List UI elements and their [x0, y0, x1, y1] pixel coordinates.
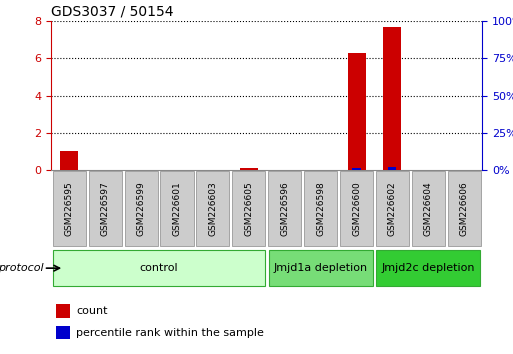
Text: protocol: protocol [0, 263, 44, 273]
Bar [55, 304, 70, 318]
Text: GSM226598: GSM226598 [316, 182, 325, 236]
Bar [388, 167, 397, 170]
Text: count: count [76, 306, 108, 316]
Text: GSM226603: GSM226603 [208, 182, 218, 236]
Bar [60, 152, 78, 170]
FancyBboxPatch shape [125, 171, 157, 246]
Text: GSM226596: GSM226596 [280, 182, 289, 236]
Text: Jmjd2c depletion: Jmjd2c depletion [382, 263, 475, 273]
Text: control: control [140, 263, 179, 273]
Text: GDS3037 / 50154: GDS3037 / 50154 [51, 5, 174, 19]
Bar [347, 53, 365, 170]
FancyBboxPatch shape [448, 171, 481, 246]
Text: GSM226602: GSM226602 [388, 182, 397, 236]
FancyBboxPatch shape [340, 171, 373, 246]
FancyBboxPatch shape [376, 250, 480, 286]
FancyBboxPatch shape [304, 171, 337, 246]
FancyBboxPatch shape [89, 171, 122, 246]
Text: Jmjd1a depletion: Jmjd1a depletion [273, 263, 368, 273]
Bar [240, 168, 258, 170]
Text: GSM226605: GSM226605 [244, 182, 253, 236]
Bar [383, 27, 401, 170]
FancyBboxPatch shape [196, 171, 229, 246]
FancyBboxPatch shape [268, 171, 301, 246]
Bar [352, 168, 361, 170]
Text: percentile rank within the sample: percentile rank within the sample [76, 327, 264, 338]
FancyBboxPatch shape [53, 171, 86, 246]
FancyBboxPatch shape [161, 171, 193, 246]
Text: GSM226604: GSM226604 [424, 182, 433, 236]
FancyBboxPatch shape [268, 250, 372, 286]
FancyBboxPatch shape [232, 171, 265, 246]
Text: GSM226601: GSM226601 [172, 182, 182, 236]
Text: GSM226595: GSM226595 [65, 182, 74, 236]
Text: GSM226597: GSM226597 [101, 182, 110, 236]
FancyBboxPatch shape [376, 171, 409, 246]
Text: GSM226600: GSM226600 [352, 182, 361, 236]
Text: GSM226606: GSM226606 [460, 182, 469, 236]
FancyBboxPatch shape [53, 250, 265, 286]
Text: GSM226599: GSM226599 [136, 182, 146, 236]
FancyBboxPatch shape [412, 171, 445, 246]
Bar [55, 326, 70, 339]
